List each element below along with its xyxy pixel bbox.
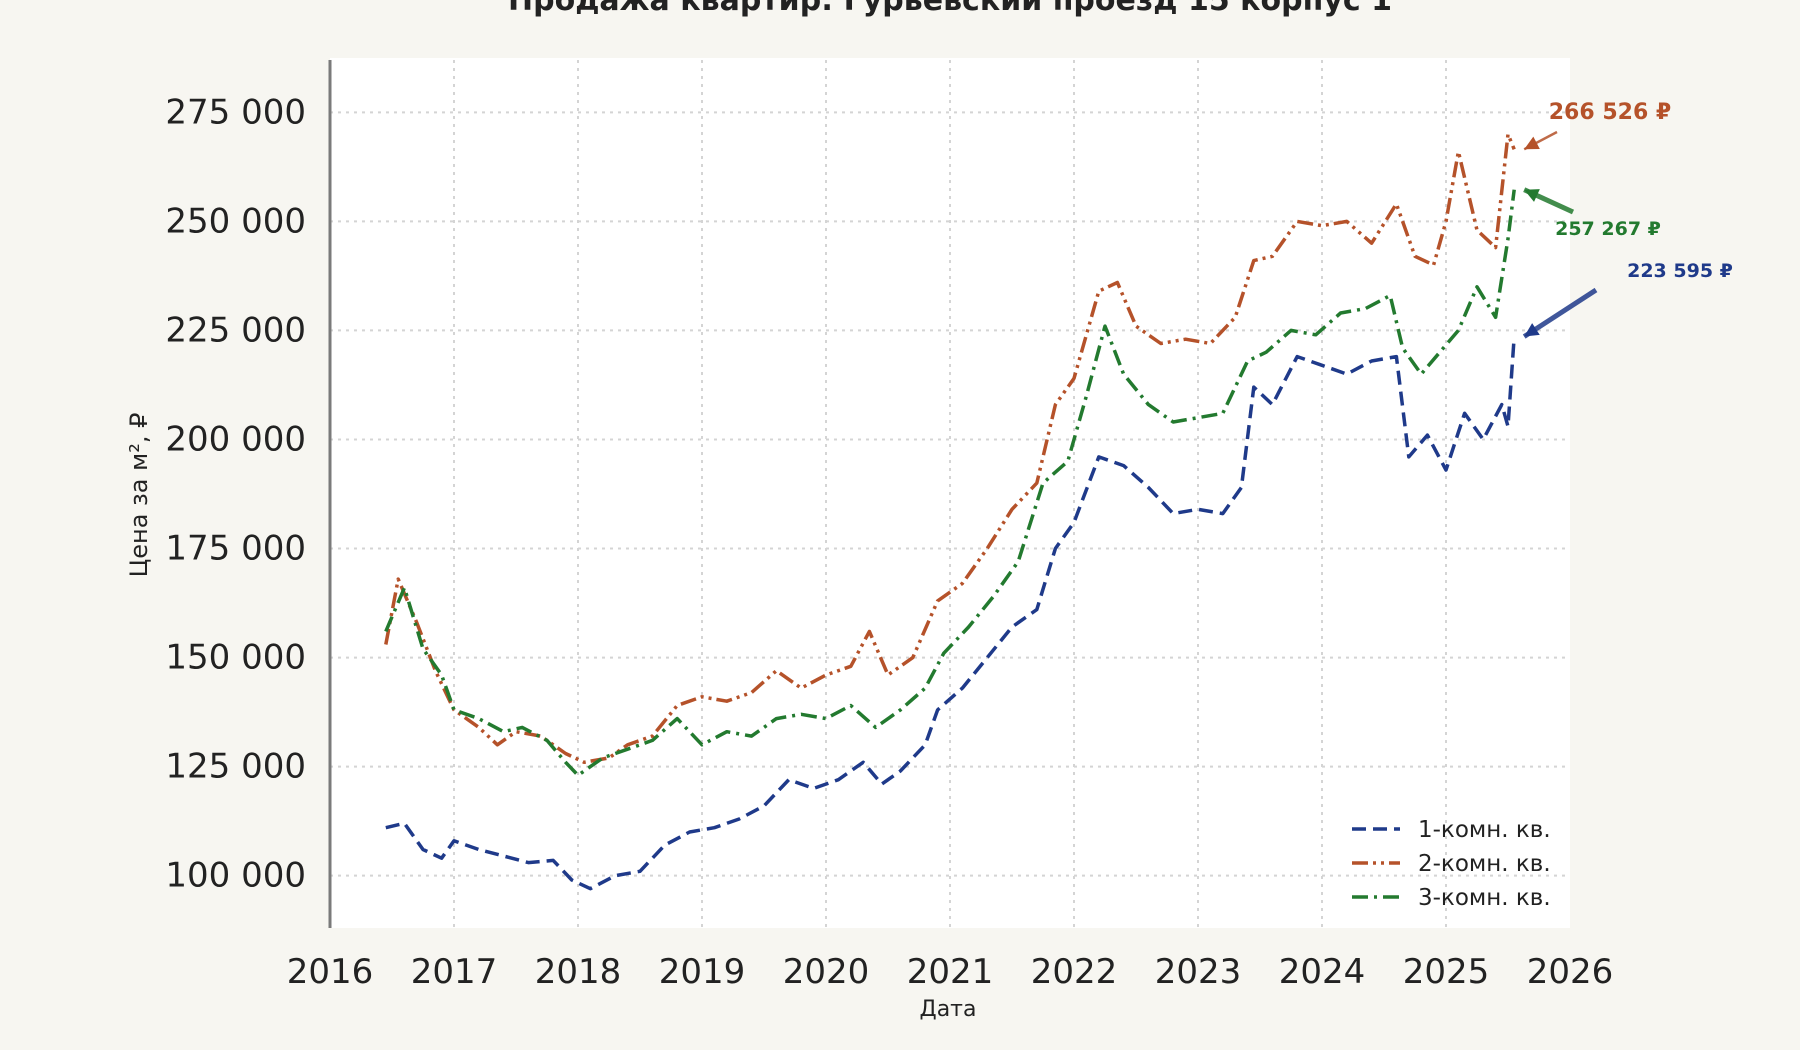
y-tick-label: 275 000 (165, 92, 306, 132)
end-annotations: 223 595 ₽ 266 526 ₽ 257 267 ₽ (1522, 100, 1733, 339)
x-tick-label: 2021 (907, 952, 994, 992)
legend-label-2: 2-комн. кв. (1418, 851, 1551, 877)
series-line-2 (384, 132, 1516, 765)
y-tick-label: 250 000 (165, 201, 306, 241)
x-tick-label: 2022 (1031, 952, 1118, 992)
x-tick-label: 2017 (411, 952, 498, 992)
y-tick-label: 200 000 (165, 419, 306, 459)
annotation-label-2: 266 526 ₽ (1549, 100, 1671, 125)
y-tick-label: 100 000 (165, 856, 306, 896)
y-tick-label: 125 000 (165, 747, 306, 787)
grid (330, 60, 1570, 928)
x-tick-label: 2026 (1527, 952, 1614, 992)
annotation-label-1: 223 595 ₽ (1627, 260, 1733, 282)
x-tick-label: 2020 (783, 952, 870, 992)
x-tick-label: 2024 (1279, 952, 1366, 992)
series-line-3 (384, 189, 1516, 778)
x-tick-label: 2018 (535, 952, 622, 992)
series-lines (384, 132, 1516, 891)
x-tick-label: 2023 (1155, 952, 1242, 992)
annotation-label-3: 257 267 ₽ (1555, 218, 1661, 240)
y-axis-ticks: 100 000 125 000 150 000 175 000 200 000 225 0… (165, 92, 306, 895)
annotation-arrowhead-1 (1524, 323, 1540, 337)
legend: 1-комн. кв. 2-комн. кв. 3-комн. кв. (1352, 817, 1551, 911)
y-tick-label: 225 000 (165, 310, 306, 350)
x-tick-label: 2016 (287, 952, 374, 992)
annotation-arrow-1 (1522, 287, 1598, 339)
legend-label-1: 1-комн. кв. (1418, 817, 1551, 843)
annotation-arrowhead-3 (1524, 189, 1540, 202)
legend-label-3: 3-комн. кв. (1418, 885, 1551, 911)
y-tick-label: 150 000 (165, 638, 306, 678)
annotation-arrowhead-2 (1524, 136, 1540, 150)
x-tick-label: 2019 (659, 952, 746, 992)
y-tick-label: 175 000 (165, 529, 306, 569)
y-axis-title: Цена за м², ₽ (125, 413, 153, 578)
chart-title: Продажа квартир: Гурьевский проезд 15 ко… (508, 0, 1392, 18)
x-axis-title: Дата (920, 997, 977, 1022)
x-axis-ticks: 2016 2017 2018 2019 2020 2021 2022 2023 2024 2025… (287, 952, 1614, 992)
x-tick-label: 2025 (1403, 952, 1490, 992)
series-line-1 (385, 336, 1516, 891)
